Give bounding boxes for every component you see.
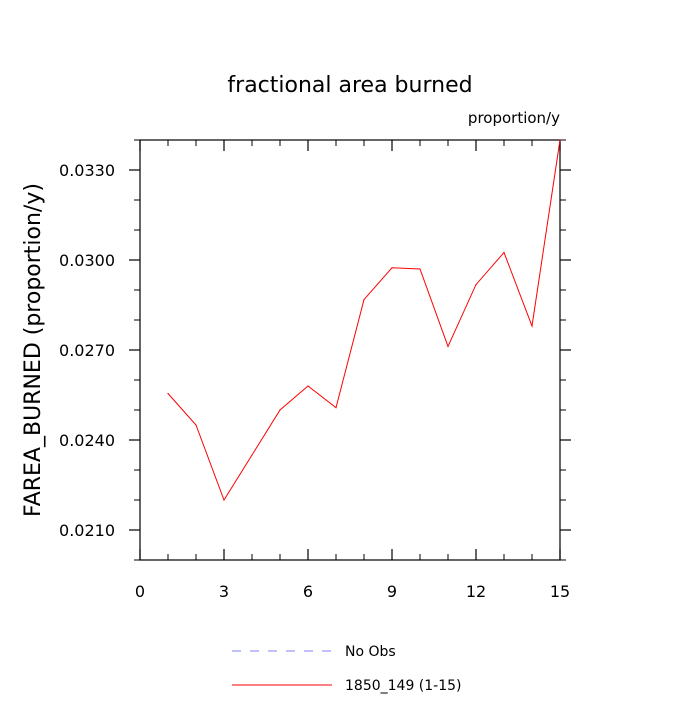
x-tick-label: 6 [303,582,313,601]
data-point [251,454,253,456]
y-tick-label: 0.0270 [59,341,115,360]
legend-label-no-obs: No Obs [345,644,396,660]
data-point [503,251,505,254]
data-point [363,299,365,301]
data-point [307,385,309,387]
data-point [419,268,421,270]
data-point [559,139,561,141]
data-point [531,325,533,327]
y-axis-label: FAREA_BURNED (proportion/y) [21,183,46,517]
x-tick-label: 15 [550,582,570,601]
data-point [475,284,477,286]
legend: No Obs 1850_149 (1-15) [232,644,462,694]
data-point [195,424,197,426]
y-tick-label: 0.0330 [59,161,115,180]
legend-label-1850-149: 1850_149 (1-15) [345,678,462,694]
units-label: proportion/y [468,109,560,127]
series-layer [167,139,561,502]
y-tick-label: 0.0240 [59,431,115,450]
x-tick-label: 0 [135,582,145,601]
data-point [223,499,225,501]
x-tick-label: 9 [387,582,397,601]
x-tick-label: 3 [219,582,229,601]
axis-tick-labels: 0 3 6 9 12 15 0.0210 0.0240 0.0270 0.0300 0.0330 [59,161,570,601]
data-point [391,267,393,269]
y-tick-label: 0.0300 [59,251,115,270]
data-point [447,345,449,347]
chart-title: fractional area burned [227,73,472,98]
y-tick-label: 0.0210 [59,521,115,540]
x-tick-label: 12 [466,582,486,601]
data-point [279,409,281,411]
plot-frame [139,139,561,561]
data-point [167,392,169,395]
axis-ticks [129,139,571,561]
series-line-1 [167,139,561,502]
data-point [335,407,337,409]
